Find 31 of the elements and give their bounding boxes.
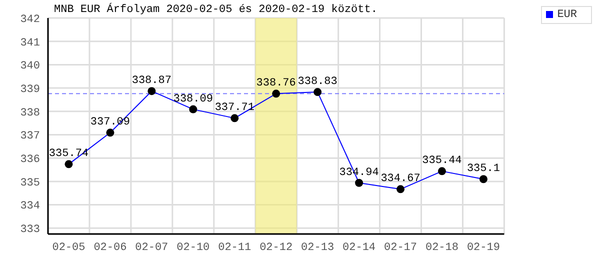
x-tick-label: 02-17 [384,242,418,254]
x-tick-label: 02-07 [135,242,168,254]
x-tick-label: 02-11 [218,242,252,254]
data-label: 337.71 [214,102,255,114]
x-tick-label: 02-10 [176,242,210,254]
y-tick-label: 334 [20,200,40,213]
data-label: 338.09 [173,93,213,106]
data-label: 338.87 [132,75,172,88]
y-tick-label: 333 [20,224,40,236]
legend-label: EUR [557,9,577,21]
y-tick-label: 338 [20,107,40,120]
y-tick-label: 341 [20,37,40,50]
chart-title: MNB EUR Árfolyam 2020-02-05 és 2020-02-19 között. [54,4,378,16]
x-tick-label: 02-06 [94,242,127,254]
data-label: 335.44 [422,155,462,168]
y-tick-label: 339 [20,84,40,96]
y-tick-label: 342 [20,14,40,26]
x-tick-label: 02-05 [52,242,86,254]
data-label: 335.1 [466,163,500,176]
x-tick-label: 02-12 [260,242,293,254]
y-tick-label: 336 [20,154,40,166]
y-tick-label: 337 [20,130,40,143]
data-label: 334.67 [380,173,420,186]
x-tick-label: 02-14 [342,242,376,254]
y-tick-label: 335 [20,177,40,190]
data-label: 338.83 [298,76,338,88]
x-tick-label: 02-18 [425,242,458,254]
x-tick-label: 02-19 [466,242,500,254]
y-tick-label: 340 [20,60,40,73]
x-tick-label: 02-13 [301,242,334,254]
data-label: 338.76 [256,78,296,90]
